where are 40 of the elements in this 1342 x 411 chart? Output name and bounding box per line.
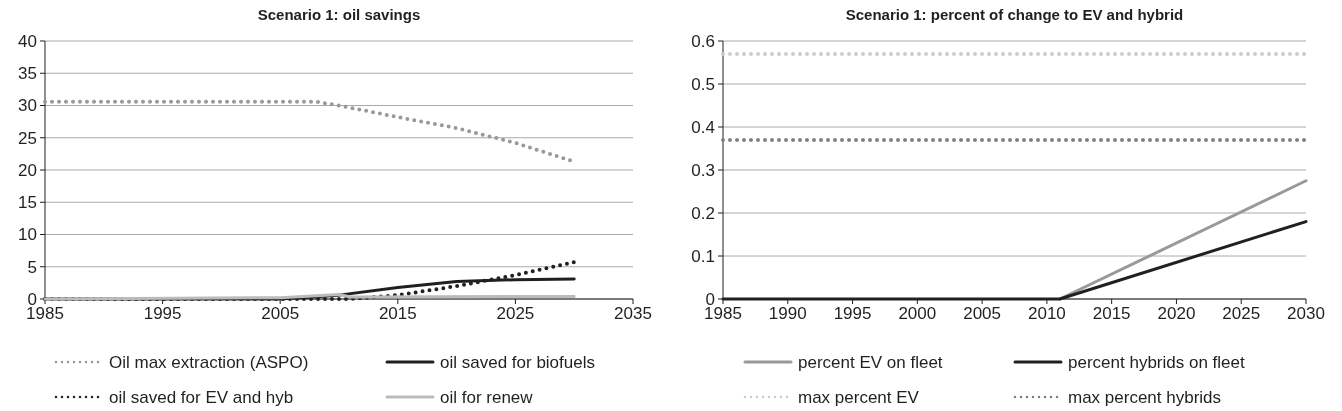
x-tick-label: 2025 xyxy=(1222,304,1261,323)
x-tick-label: 2035 xyxy=(614,304,652,323)
legend-label: percent hybrids on fleet xyxy=(1068,352,1245,372)
x-tick-label: 2030 xyxy=(1287,304,1325,323)
y-tick-label: 20 xyxy=(18,160,37,180)
x-tick-label: 2000 xyxy=(898,304,937,323)
legend-label: oil saved for biofuels xyxy=(440,352,595,372)
legend-label: max percent hybrids xyxy=(1068,387,1222,407)
y-tick-label: 0.3 xyxy=(691,160,715,180)
y-tick-label: 30 xyxy=(18,96,37,116)
chart-title: Scenario 1: percent of change to EV and hybrid xyxy=(845,6,1184,23)
x-tick-label: 2010 xyxy=(1027,304,1066,323)
legend-label: oil for renew xyxy=(440,387,534,407)
x-tick-label: 2005 xyxy=(963,304,1002,323)
y-tick-label: 40 xyxy=(18,31,37,51)
x-tick-label: 1985 xyxy=(26,304,64,323)
x-tick-label: 1990 xyxy=(768,304,807,323)
y-tick-label: 15 xyxy=(18,193,37,213)
legend-label: max percent EV xyxy=(798,387,920,407)
legend-label: Oil max extraction (ASPO) xyxy=(109,352,309,372)
x-tick-label: 1995 xyxy=(833,304,872,323)
x-tick-label: 2020 xyxy=(1157,304,1196,323)
x-tick-label: 1985 xyxy=(704,304,742,323)
y-tick-label: 5 xyxy=(27,257,37,277)
x-tick-label: 2005 xyxy=(261,304,300,323)
y-tick-label: 0.4 xyxy=(691,117,715,137)
y-tick-label: 35 xyxy=(18,64,37,84)
y-tick-label: 0.1 xyxy=(691,246,715,266)
legend-label: percent EV on fleet xyxy=(798,352,943,372)
y-tick-label: 0.2 xyxy=(691,203,715,223)
x-tick-label: 2015 xyxy=(378,304,417,323)
x-tick-label: 1995 xyxy=(143,304,182,323)
legend-label: oil saved for EV and hyb xyxy=(109,387,294,407)
x-tick-label: 2015 xyxy=(1092,304,1131,323)
y-tick-label: 0.6 xyxy=(691,31,715,51)
x-tick-label: 2025 xyxy=(496,304,535,323)
chart-title: Scenario 1: oil savings xyxy=(257,6,421,23)
y-tick-label: 10 xyxy=(18,225,37,245)
y-tick-label: 25 xyxy=(18,128,37,148)
y-tick-label: 0.5 xyxy=(691,74,715,94)
